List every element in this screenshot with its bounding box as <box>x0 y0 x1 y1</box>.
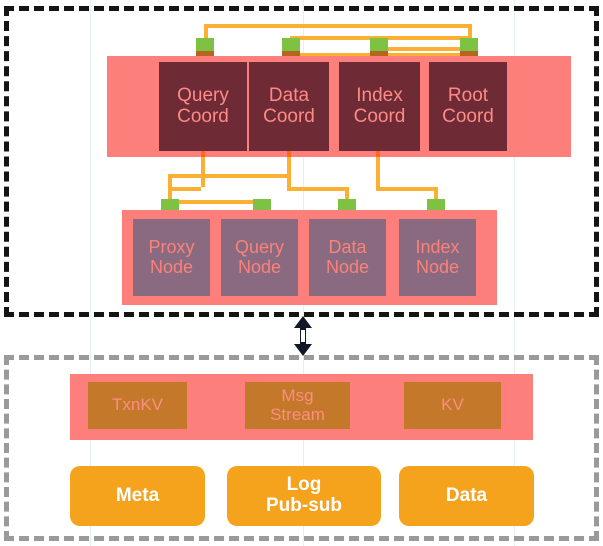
store-box-msg-stream[interactable]: Msg Stream <box>245 382 350 429</box>
wire-top-a-horizontal <box>204 24 472 28</box>
coord-box-root-coord[interactable]: Root Coord <box>429 62 507 151</box>
service-label-line1: Log <box>286 474 322 496</box>
stub-cap-icon <box>161 199 179 212</box>
wire-low-index-lane <box>376 187 438 191</box>
coord-label-line2: Coord <box>442 105 494 127</box>
node-box-proxy-node[interactable]: Proxy Node <box>133 219 210 296</box>
wire-low-index-drop <box>376 157 380 190</box>
wire-low-query-drop <box>201 157 205 187</box>
node-box-data-node[interactable]: Data Node <box>309 219 386 296</box>
node-label-line2: Node <box>325 256 370 277</box>
store-box-txnkv[interactable]: TxnKV <box>88 382 187 429</box>
stub-cap-icon <box>427 199 445 212</box>
coord-label-line1: Root <box>447 84 489 106</box>
wire-low-data-drop <box>287 157 291 190</box>
node-box-query-node[interactable]: Query Node <box>221 219 298 296</box>
stub-cap-icon <box>253 199 271 212</box>
stub-cap-icon <box>460 38 478 51</box>
wire-low-left-vert-1 <box>168 174 172 204</box>
node-label-line1: Query <box>234 237 285 258</box>
coord-label-line2: Coord <box>353 105 406 127</box>
wire-top-a-left-drop <box>204 24 208 47</box>
coord-box-query-coord[interactable]: Query Coord <box>159 62 247 151</box>
stub-cap-icon <box>196 38 214 51</box>
node-label-line1: Index <box>415 237 460 258</box>
coord-box-index-coord[interactable]: Index Coord <box>339 62 420 151</box>
service-box-log-pub-sub[interactable]: Log Pub-sub <box>227 466 381 526</box>
stub-cap-icon <box>370 38 388 51</box>
coord-label-line1: Query <box>177 84 229 106</box>
wire-low-lane-1 <box>172 174 289 178</box>
coord-label-line2: Coord <box>263 105 315 127</box>
guide-line <box>90 0 91 546</box>
bidirectional-arrow-icon <box>292 316 314 356</box>
store-box-kv[interactable]: KV <box>404 382 501 429</box>
service-box-meta[interactable]: Meta <box>70 466 205 526</box>
coord-box-data-coord[interactable]: Data Coord <box>249 62 329 151</box>
node-label-line2: Node <box>237 256 282 277</box>
store-label-line1: Msg <box>281 386 314 406</box>
store-label-line2: Stream <box>270 404 325 424</box>
wire-top-c-horizontal <box>378 47 472 51</box>
node-label-line2: Node <box>415 256 459 277</box>
service-label-line1: Data <box>445 484 488 506</box>
node-box-index-node[interactable]: Index Node <box>399 219 476 296</box>
wire-drop-index-coord <box>376 151 380 160</box>
storage-layer-container <box>4 355 599 541</box>
coord-label-line1: Data <box>268 84 310 106</box>
guide-line <box>514 0 515 546</box>
wire-low-lane-3 <box>168 200 264 204</box>
coord-label-line1: Index <box>356 84 403 106</box>
compute-layer-container <box>4 6 599 317</box>
node-label-line2: Node <box>149 256 193 277</box>
node-label-line1: Data <box>328 237 367 258</box>
service-box-data[interactable]: Data <box>399 466 534 526</box>
wire-top-right-drop <box>468 24 472 50</box>
wire-low-indexnode-drop <box>434 187 438 208</box>
coord-label-line2: Coord <box>177 105 229 127</box>
store-label-line1: KV <box>441 395 464 415</box>
store-label-line1: TxnKV <box>111 395 164 415</box>
wire-low-datanode-drop <box>345 187 349 208</box>
service-label-line1: Meta <box>115 484 160 506</box>
wire-low-lane-2 <box>172 187 201 191</box>
stub-cap-icon <box>282 38 300 51</box>
service-label-line2: Pub-sub <box>266 495 342 516</box>
wire-drop-query-coord <box>201 151 205 160</box>
node-label-line1: Proxy <box>148 237 195 258</box>
wire-drop-data-coord <box>287 151 291 160</box>
stub-cap-icon <box>338 199 356 212</box>
wire-low-data-lane <box>287 187 349 191</box>
